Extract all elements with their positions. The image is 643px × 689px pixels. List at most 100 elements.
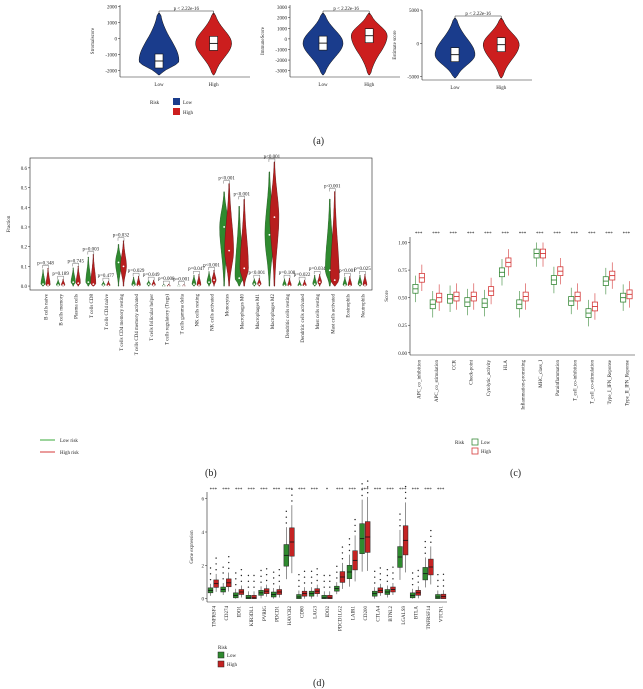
b-pvalue-12: p<0.001 [218, 177, 235, 182]
d-outlier-low-17-2 [424, 540, 426, 543]
b-pvalue-3: p=0.003 [83, 248, 100, 253]
a-violin-1-1 [350, 12, 388, 76]
b-median-low-21 [359, 283, 361, 285]
d-outlier-low-9-1 [323, 580, 325, 583]
b-median-high-12 [228, 249, 231, 252]
b-median-high-15 [273, 216, 276, 219]
b-violin-high-2 [75, 266, 81, 287]
d-outlier-low-11-2 [348, 538, 351, 540]
d-xlabel-10: PDCD1LG2 [339, 606, 344, 632]
d-sig-10: *** [336, 488, 344, 493]
d-outlier-high-8-0 [316, 579, 318, 582]
d-xlabel-6: HAVCR2 [288, 606, 293, 626]
b-violin-low-10 [191, 275, 197, 287]
b-pvalue-7: p=0.049 [143, 273, 160, 278]
b-bracket-2 [72, 263, 79, 267]
c-sig-2: *** [450, 232, 458, 237]
d-xlabel-8: LAG3 [313, 606, 318, 619]
b-median-high-20 [348, 284, 351, 287]
b-bracket-8 [163, 280, 170, 285]
d-ylabel: Gene expression [190, 530, 195, 564]
c-xlabel-3: Check-point [470, 359, 475, 384]
b-pvalue-1: p=0.189 [52, 272, 69, 277]
d-xlabel-12: CD200 [364, 606, 369, 621]
d-outlier-high-14-2 [392, 566, 394, 568]
b-violin-high-1 [61, 279, 66, 287]
b-violin-high-13 [239, 199, 249, 287]
b-violin-high-15 [269, 161, 280, 287]
b-pvalue-18: p=0.034 [309, 267, 326, 272]
d-outlier-high-8-1 [316, 573, 318, 576]
b-bracket-6 [132, 273, 140, 277]
b-ylabel: Fraction [7, 215, 12, 232]
d-legend-low: Low [227, 654, 237, 659]
b-violin-high-11 [211, 270, 217, 287]
d-box-high-3 [251, 595, 257, 599]
d-outlier-low-4-2 [260, 569, 262, 572]
d-outlier-low-13-0 [374, 582, 376, 584]
d-outlier-high-9-0 [329, 586, 331, 588]
b-median-low-5 [117, 261, 120, 264]
b-xlabel-10: NK cells resting [195, 294, 200, 327]
b-violin-high-7 [151, 279, 156, 287]
d-outlier-low-5-1 [272, 577, 275, 579]
panel-label-d: (d) [313, 678, 325, 689]
b-bracket-17 [298, 276, 306, 281]
a-legend-swatch-low [173, 98, 180, 105]
b-pvalue-4: p=0.477 [98, 274, 115, 279]
b-plot-frame [29, 157, 373, 291]
c-xlabel-2: CCR [452, 359, 457, 370]
d-sig-17: *** [424, 488, 432, 493]
a-ylabel-2: Estimate score [393, 30, 398, 60]
b-median-low-20 [343, 284, 346, 286]
d-outlier-high-11-1 [354, 524, 356, 527]
d-ytick-label-2: 2 [202, 564, 205, 569]
b-median-high-2 [77, 282, 80, 285]
b-violin-high-5 [120, 240, 127, 287]
b-bracket-20 [344, 273, 351, 277]
c-sig-12: *** [623, 232, 631, 237]
d-box-low-3 [245, 595, 252, 599]
d-outlier-high-5-1 [278, 574, 280, 577]
a-bracket-0 [158, 10, 214, 15]
d-outlier-high-18-0 [442, 585, 445, 587]
d-outlier-low-16-1 [411, 578, 414, 580]
b-xlabel-6: T cells CD4 memory activated [135, 294, 140, 356]
b-xlabel-18: Mast cells resting [316, 294, 321, 330]
c-ytick-label-2: 0.50 [398, 297, 407, 302]
d-outlier-high-6-2 [291, 488, 293, 491]
d-outlier-low-18-2 [437, 573, 439, 576]
d-outlier-low-12-2 [361, 483, 363, 485]
a-violin-0-0 [138, 12, 180, 76]
b-violin-low-0 [40, 269, 46, 287]
d-xlabel-15: LGALS9 [402, 606, 407, 625]
b-xlabel-19: Mast cells activated [331, 294, 336, 334]
c-sig-8: *** [553, 232, 561, 237]
c-xlabel-5: HLA [504, 360, 509, 371]
d-outlier-low-3-2 [247, 574, 250, 577]
d-outlier-high-10-0 [341, 558, 344, 560]
d-ytick-label-0: 6 [202, 498, 205, 503]
a-ytick-label-1-5: -2000 [275, 59, 287, 64]
a-pvalue-1: p < 2.22e-16 [333, 7, 359, 12]
d-xlabel-9: IDO2 [326, 606, 331, 618]
b-xlabel-3: T cells CD8 [90, 294, 95, 319]
c-xlabel-4: Cytolytic_activity [487, 360, 492, 397]
b-ytick-label-6: 0.0 [21, 285, 28, 290]
d-outlier-high-5-2 [278, 568, 280, 571]
a-bracket-2 [454, 15, 502, 20]
d-outlier-high-7-0 [303, 582, 306, 584]
d-box-low-7 [296, 594, 302, 599]
d-outlier-low-13-1 [374, 576, 376, 578]
b-violin-high-21 [362, 274, 368, 287]
a-ytick-label-2-1: 0 [417, 42, 420, 47]
d-sig-4: *** [260, 488, 268, 493]
b-median-high-0 [47, 284, 49, 286]
d-outlier-low-2-2 [235, 572, 237, 574]
b-xlabel-4: T cells CD4 naive [105, 293, 110, 330]
b-xlabel-8: T cells regulatory (Tregs) [165, 294, 170, 345]
b-bracket-15 [268, 158, 276, 162]
d-box-low-18 [435, 594, 441, 599]
b-median-low-12 [223, 226, 226, 228]
d-outlier-high-3-0 [253, 586, 255, 588]
